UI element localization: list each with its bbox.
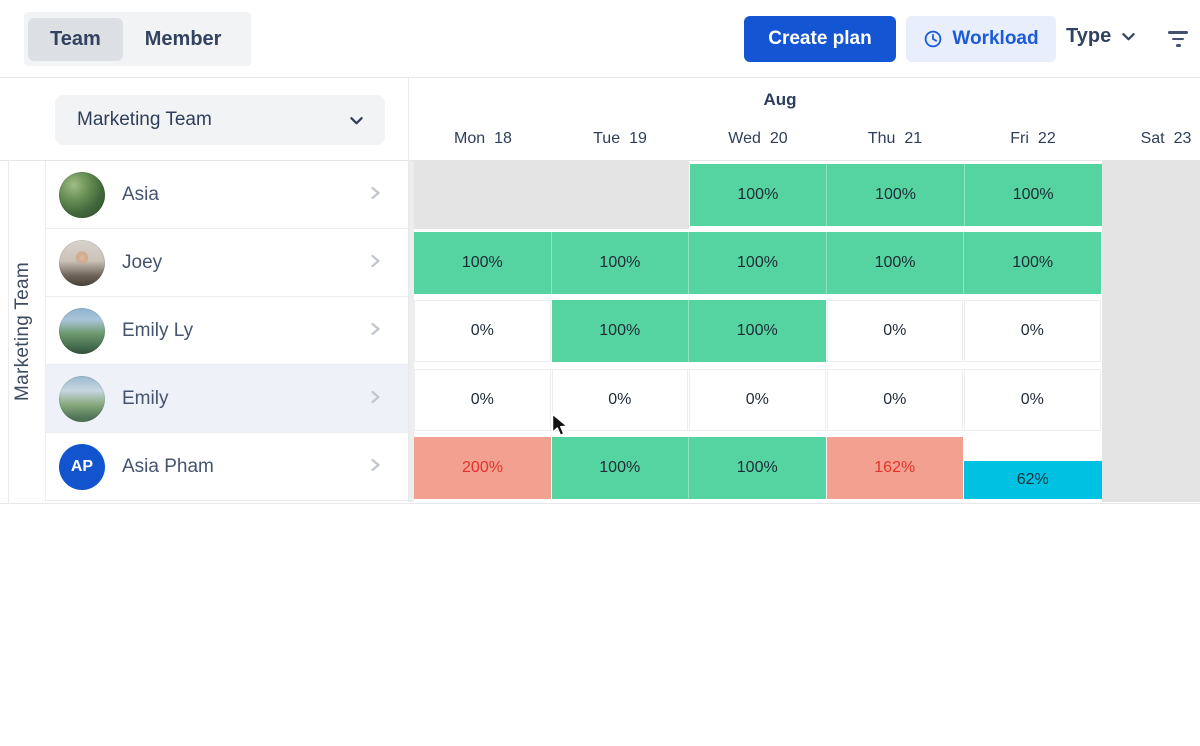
member-name: Joey bbox=[122, 251, 163, 273]
toggle-member[interactable]: Member bbox=[144, 27, 222, 50]
day-name: Fri bbox=[1010, 130, 1029, 147]
workload-bar-ok[interactable]: 100% 100% 100% bbox=[689, 164, 1102, 226]
workload-value: 100% bbox=[461, 254, 503, 271]
team-select-value: Marketing Team bbox=[77, 109, 212, 130]
workload-value: 100% bbox=[599, 322, 641, 339]
workload-cell-zero[interactable]: 0% bbox=[414, 300, 551, 362]
day-name: Wed bbox=[728, 130, 761, 147]
day-name: Thu bbox=[867, 130, 896, 147]
type-dropdown[interactable]: Type bbox=[1066, 25, 1137, 48]
panel-gutter bbox=[408, 161, 414, 502]
day-header-wed: Wed 20 bbox=[698, 130, 818, 148]
avatar-initials: AP bbox=[59, 443, 105, 490]
day-num: 18 bbox=[494, 130, 512, 147]
weekend-column bbox=[1101, 161, 1200, 502]
team-member-toggle: Team Member bbox=[24, 12, 252, 66]
day-num: 23 bbox=[1173, 130, 1192, 147]
member-name: Emily Ly bbox=[122, 319, 194, 341]
avatar bbox=[59, 307, 105, 354]
avatar bbox=[59, 171, 105, 218]
workload-value: 100% bbox=[825, 232, 964, 294]
top-toolbar: Team Member Create plan Workload Type bbox=[0, 0, 1200, 78]
day-num: 19 bbox=[629, 130, 647, 147]
day-name: Sat bbox=[1140, 130, 1165, 147]
workload-cell-zero[interactable]: 0% bbox=[964, 369, 1101, 431]
chevron-right-icon[interactable] bbox=[369, 185, 382, 206]
day-header-thu: Thu 21 bbox=[835, 130, 955, 148]
chevron-down-icon bbox=[348, 112, 365, 134]
workload-row-joey: 100% 100% 100% 100% 100% bbox=[414, 232, 1102, 294]
workload-value: 100% bbox=[688, 300, 826, 362]
day-header-sat: Sat 23 bbox=[1106, 130, 1200, 148]
day-header-tue: Tue 19 bbox=[560, 130, 680, 148]
filter-icon[interactable] bbox=[1166, 29, 1190, 49]
member-row-asia-pham[interactable]: AP Asia Pham bbox=[46, 433, 408, 501]
workload-value: 100% bbox=[688, 437, 826, 499]
workload-value: 100% bbox=[737, 186, 779, 203]
workload-cell-zero[interactable]: 0% bbox=[414, 369, 551, 431]
type-dropdown-label: Type bbox=[1066, 25, 1112, 47]
member-list: Asia Joey Emily Ly Emily bbox=[45, 161, 408, 502]
workload-row-emily-ly: 0% 100% 100% 0% 0% bbox=[414, 300, 1102, 362]
group-vertical-label-text: Marketing Team bbox=[11, 262, 33, 402]
group-strip-border bbox=[8, 161, 9, 503]
workload-button[interactable]: Workload bbox=[906, 16, 1056, 62]
workload-cell-zero[interactable]: 0% bbox=[826, 369, 963, 431]
team-select-dropdown[interactable]: Marketing Team bbox=[55, 95, 385, 145]
workload-value: 100% bbox=[599, 459, 641, 476]
workload-row-asia-pham: 200% 100% 100% 162% 62% bbox=[414, 437, 1102, 499]
day-name: Mon bbox=[454, 130, 486, 147]
workload-value: 100% bbox=[826, 164, 964, 226]
month-label: Aug bbox=[763, 90, 797, 109]
workload-cell-zero[interactable]: 0% bbox=[689, 369, 826, 431]
workload-cell-zero[interactable]: 0% bbox=[551, 369, 688, 431]
workload-under-fill: 62% bbox=[964, 460, 1102, 499]
day-num: 20 bbox=[769, 130, 788, 147]
workload-row-asia: 100% 100% 100% bbox=[414, 161, 1102, 229]
member-name: Asia Pham bbox=[122, 455, 214, 477]
chevron-right-icon[interactable] bbox=[369, 457, 382, 478]
toggle-team[interactable]: Team bbox=[28, 17, 123, 61]
chevron-right-icon[interactable] bbox=[369, 321, 382, 342]
workload-bar-ok[interactable]: 100% 100% 100% 100% 100% bbox=[414, 232, 1101, 294]
content-bottom-border bbox=[0, 503, 1200, 504]
workload-value: 100% bbox=[963, 164, 1102, 226]
member-row-joey[interactable]: Joey bbox=[46, 229, 408, 297]
day-num: 22 bbox=[1037, 130, 1056, 147]
avatar bbox=[59, 239, 105, 286]
member-name: Emily bbox=[122, 387, 169, 409]
workload-cell-zero[interactable]: 0% bbox=[964, 300, 1101, 362]
day-header-fri: Fri 22 bbox=[973, 130, 1093, 148]
workload-value: 100% bbox=[963, 232, 1101, 294]
workload-cell-under[interactable]: 62% bbox=[964, 437, 1102, 499]
workload-button-label: Workload bbox=[952, 28, 1039, 49]
workload-bar-ok[interactable]: 100% 100% bbox=[551, 300, 826, 362]
group-vertical-label: Marketing Team bbox=[0, 161, 45, 503]
day-header-mon: Mon 18 bbox=[423, 130, 543, 148]
workload-grid: 100% 100% 100% 100% 100% 100% 100% 100% … bbox=[414, 161, 1200, 503]
chevron-down-icon bbox=[1120, 28, 1137, 45]
workload-cell-over[interactable]: 200% bbox=[414, 437, 551, 499]
chevron-right-icon[interactable] bbox=[369, 389, 382, 410]
workload-bar-ok[interactable]: 100% 100% bbox=[551, 437, 826, 499]
create-plan-button[interactable]: Create plan bbox=[744, 16, 896, 62]
workload-value: 100% bbox=[550, 232, 689, 294]
calendar-header-band: Marketing Team Aug Mon 18 Tue 19 Wed 20 Thu… bbox=[0, 78, 1200, 161]
member-row-emily-ly[interactable]: Emily Ly bbox=[46, 297, 408, 365]
workload-cell-zero[interactable]: 0% bbox=[826, 300, 963, 362]
empty-cell[interactable] bbox=[414, 161, 689, 229]
workload-cell-over[interactable]: 162% bbox=[826, 437, 963, 499]
avatar bbox=[59, 375, 105, 422]
workload-value: 100% bbox=[688, 232, 826, 294]
member-name: Asia bbox=[122, 183, 159, 205]
clock-icon bbox=[923, 29, 943, 49]
member-row-asia[interactable]: Asia bbox=[46, 161, 408, 229]
member-row-emily[interactable]: Emily bbox=[46, 365, 408, 433]
day-name: Tue bbox=[593, 130, 621, 147]
chevron-right-icon[interactable] bbox=[369, 253, 382, 274]
panel-divider bbox=[408, 78, 409, 161]
day-num: 21 bbox=[904, 130, 923, 147]
workload-row-emily: 0% 0% 0% 0% 0% bbox=[414, 369, 1102, 431]
